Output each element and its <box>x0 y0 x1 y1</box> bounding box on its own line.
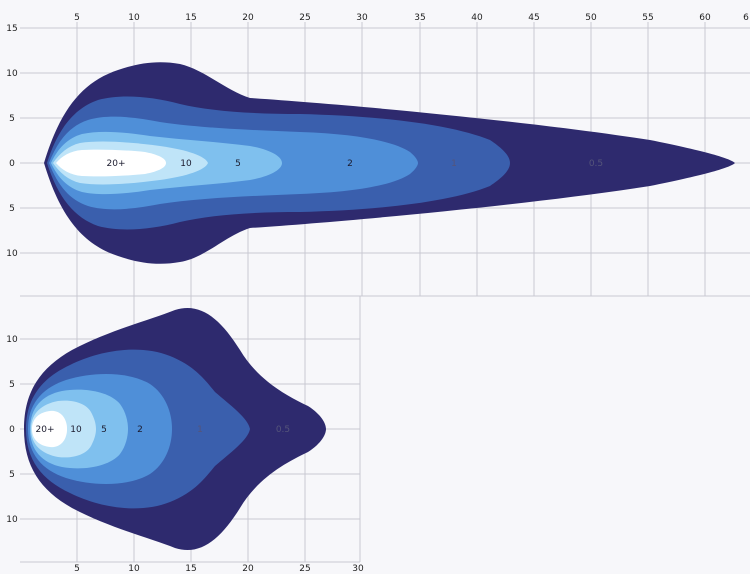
flood-y-tick: 10 <box>6 515 18 525</box>
flood-y-tick: 0 <box>9 425 15 435</box>
spot-y-tick: 5 <box>9 114 15 124</box>
spot-band-20 <box>56 149 166 177</box>
spot-level-label: 20+ <box>107 159 126 169</box>
flood-x-tick: 10 <box>128 564 140 574</box>
spot-level-label: 1 <box>451 159 457 169</box>
flood-x-tick: 5 <box>74 564 80 574</box>
spot-y-tick: 10 <box>6 249 18 259</box>
spot-x-tick: 55 <box>642 13 653 23</box>
flood-x-tick: 20 <box>242 564 254 574</box>
spot-x-tick: 5 <box>74 13 80 23</box>
flood-level-label: 20+ <box>36 425 55 435</box>
flood-level-label: 2 <box>137 425 143 435</box>
flood-y-tick: 10 <box>6 335 18 345</box>
flood-x-tick: 30 <box>352 564 364 574</box>
flood-x-tick: 15 <box>185 564 196 574</box>
flood-level-label: 1 <box>197 425 203 435</box>
flood-y-axis-ticks: 10 5 0 5 10 <box>6 335 18 525</box>
spot-y-tick: 0 <box>9 159 15 169</box>
spot-x-tick: 10 <box>128 13 140 23</box>
flood-level-labels: 20+ 10 5 2 1 0.5 <box>36 425 291 435</box>
spot-y-axis-ticks: 15 10 5 0 5 10 <box>6 24 18 259</box>
spot-x-tick: 45 <box>528 13 539 23</box>
spot-x-tick: 50 <box>585 13 597 23</box>
spot-y-tick: 15 <box>6 24 17 34</box>
spot-level-label: 10 <box>180 159 192 169</box>
spot-level-label: 0.5 <box>589 159 603 169</box>
spot-x-tick: 35 <box>414 13 425 23</box>
spot-x-tick: 25 <box>299 13 310 23</box>
spot-level-label: 2 <box>347 159 353 169</box>
flood-level-label: 10 <box>70 425 82 435</box>
flood-y-tick: 5 <box>9 470 15 480</box>
flood-beam-panel: 5 10 15 20 25 30 10 5 0 5 10 20+ 10 5 2 … <box>6 296 364 574</box>
spot-x-tick: 40 <box>471 13 483 23</box>
flood-level-label: 5 <box>101 425 107 435</box>
flood-x-tick: 25 <box>299 564 310 574</box>
spot-y-tick: 5 <box>9 204 15 214</box>
flood-x-axis-ticks: 5 10 15 20 25 30 <box>74 564 364 574</box>
flood-y-tick: 5 <box>9 380 15 390</box>
spot-x-axis-ticks: 5 10 15 20 25 30 35 40 45 50 55 60 6 <box>74 13 749 23</box>
spot-x-tick: 15 <box>185 13 196 23</box>
spot-x-tick: 20 <box>242 13 254 23</box>
flood-level-label: 0.5 <box>276 425 290 435</box>
spot-level-labels: 20+ 10 5 2 1 0.5 <box>107 159 604 169</box>
spot-beam-panel: 5 10 15 20 25 30 35 40 45 50 55 60 6 15 … <box>6 13 750 297</box>
spot-x-tick: 60 <box>699 13 711 23</box>
spot-x-tick: 6 <box>743 13 749 23</box>
spot-level-label: 5 <box>235 159 241 169</box>
flood-band-20 <box>32 410 67 448</box>
spot-x-tick: 30 <box>356 13 368 23</box>
spot-y-tick: 10 <box>6 69 18 79</box>
